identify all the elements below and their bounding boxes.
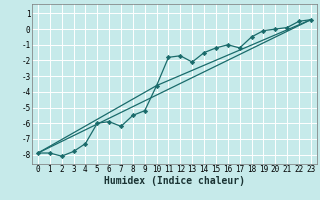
X-axis label: Humidex (Indice chaleur): Humidex (Indice chaleur) — [104, 176, 245, 186]
